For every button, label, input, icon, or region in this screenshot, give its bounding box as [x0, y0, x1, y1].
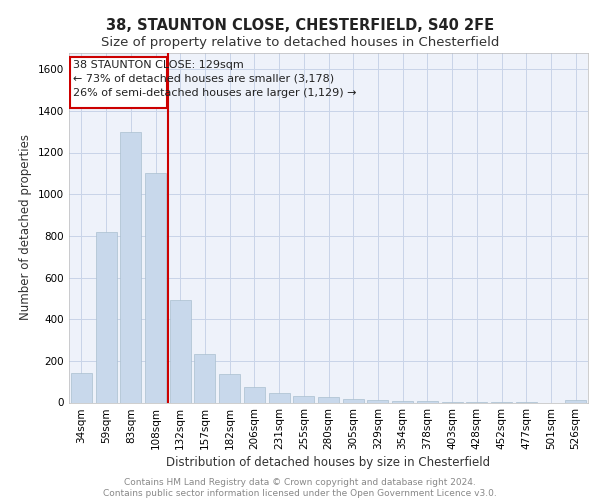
- Text: Size of property relative to detached houses in Chesterfield: Size of property relative to detached ho…: [101, 36, 499, 49]
- Text: 38 STAUNTON CLOSE: 129sqm
← 73% of detached houses are smaller (3,178)
26% of se: 38 STAUNTON CLOSE: 129sqm ← 73% of detac…: [73, 60, 357, 98]
- Bar: [565, 400, 586, 402]
- Bar: [145, 174, 166, 402]
- X-axis label: Distribution of detached houses by size in Chesterfield: Distribution of detached houses by size …: [166, 456, 491, 469]
- Bar: [70, 56, 167, 108]
- Bar: [219, 374, 240, 402]
- Bar: [170, 300, 191, 402]
- Text: Contains HM Land Registry data © Crown copyright and database right 2024.
Contai: Contains HM Land Registry data © Crown c…: [103, 478, 497, 498]
- Bar: [269, 393, 290, 402]
- Y-axis label: Number of detached properties: Number of detached properties: [19, 134, 32, 320]
- Bar: [244, 387, 265, 402]
- Bar: [367, 400, 388, 402]
- Bar: [95, 232, 116, 402]
- Text: 38, STAUNTON CLOSE, CHESTERFIELD, S40 2FE: 38, STAUNTON CLOSE, CHESTERFIELD, S40 2F…: [106, 18, 494, 32]
- Bar: [392, 401, 413, 402]
- Bar: [318, 398, 339, 402]
- Bar: [120, 132, 141, 402]
- Bar: [343, 400, 364, 402]
- Bar: [293, 396, 314, 402]
- Bar: [71, 374, 92, 402]
- Bar: [194, 354, 215, 403]
